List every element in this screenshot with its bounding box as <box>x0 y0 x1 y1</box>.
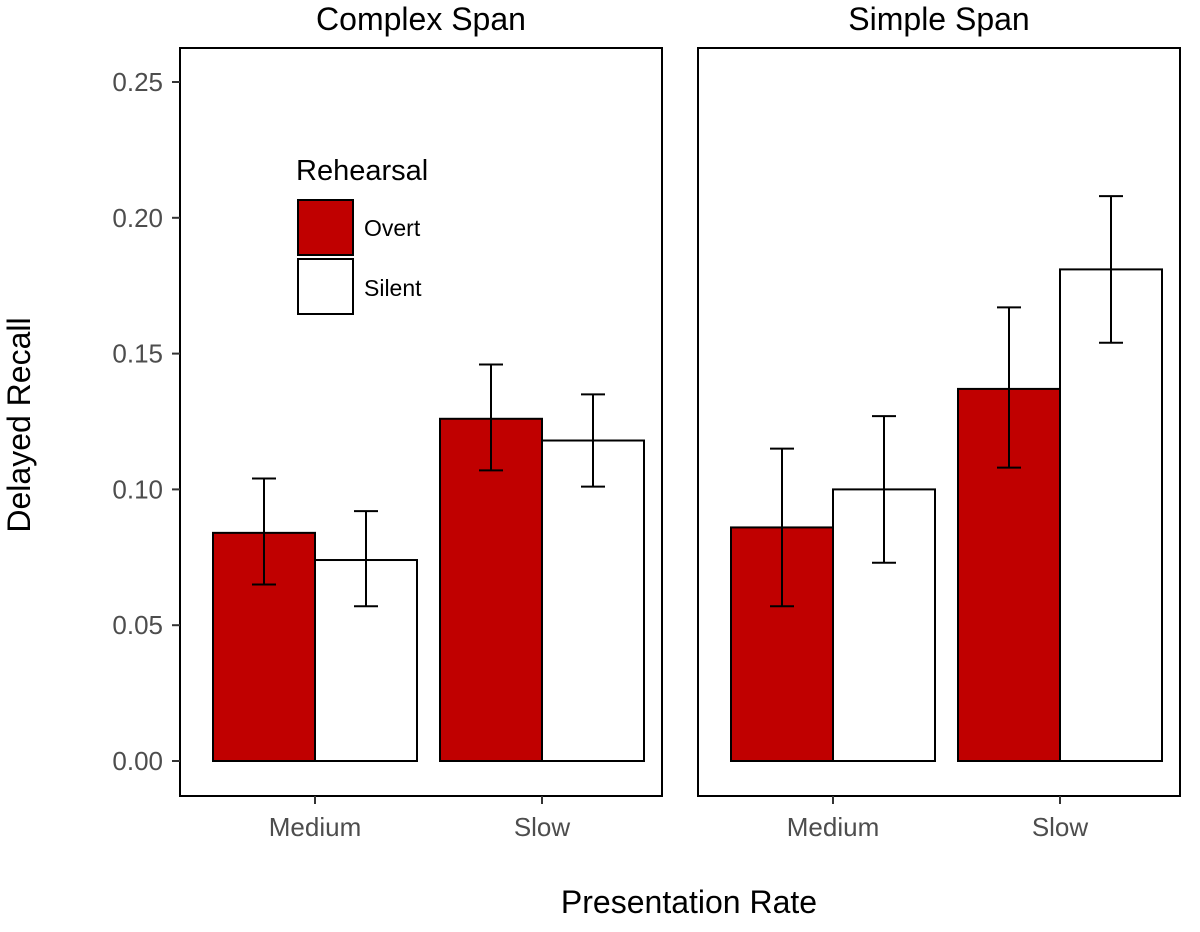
legend-label-overt: Overt <box>364 215 421 241</box>
bars-layer <box>212 268 1163 763</box>
legend-swatch-silent <box>297 258 354 315</box>
error-bars-layer <box>252 195 1123 608</box>
error-bar-silent-slow <box>1099 195 1123 344</box>
panel-title-complex-span: Complex Span <box>316 1 526 37</box>
panel-title-simple-span: Simple Span <box>848 1 1029 37</box>
y-tick-label: 0.15 <box>112 339 163 369</box>
y-tick-label: 0.25 <box>112 67 163 97</box>
x-tick-label-medium: Medium <box>787 812 879 842</box>
y-axis: 0.00 0.05 0.10 0.15 0.20 0.25 <box>112 67 180 776</box>
y-tick-label: 0.20 <box>112 203 163 233</box>
legend: Rehearsal Overt Silent <box>296 155 428 315</box>
error-bar-overt-slow <box>479 363 503 472</box>
legend-label-silent: Silent <box>364 275 422 301</box>
legend-swatch-overt <box>297 199 354 256</box>
error-bar-overt-medium <box>770 447 794 608</box>
error-bar-silent-medium <box>872 415 896 564</box>
y-tick-label: 0.00 <box>112 746 163 776</box>
legend-title: Rehearsal <box>296 155 428 187</box>
bar-silent-slow <box>541 439 645 762</box>
bar-silent-slow <box>1059 268 1163 762</box>
x-tick-label-medium: Medium <box>269 812 361 842</box>
error-bar-overt-slow <box>997 306 1021 469</box>
error-bar-overt-medium <box>252 477 276 586</box>
bar-overt-slow <box>439 417 543 762</box>
x-axis: Medium Slow Medium Slow <box>269 796 1089 842</box>
error-bar-silent-medium <box>354 510 378 608</box>
y-tick-label: 0.05 <box>112 610 163 640</box>
y-tick-label: 0.10 <box>112 474 163 504</box>
error-bar-silent-slow <box>581 393 605 488</box>
x-tick-label-slow: Slow <box>514 812 571 842</box>
x-axis-title: Presentation Rate <box>561 884 817 920</box>
panel-frame-simple-span <box>697 47 1181 797</box>
panel-frame-complex-span <box>179 47 663 797</box>
x-tick-label-slow: Slow <box>1032 812 1089 842</box>
y-axis-title: Delayed Recall <box>1 317 37 532</box>
